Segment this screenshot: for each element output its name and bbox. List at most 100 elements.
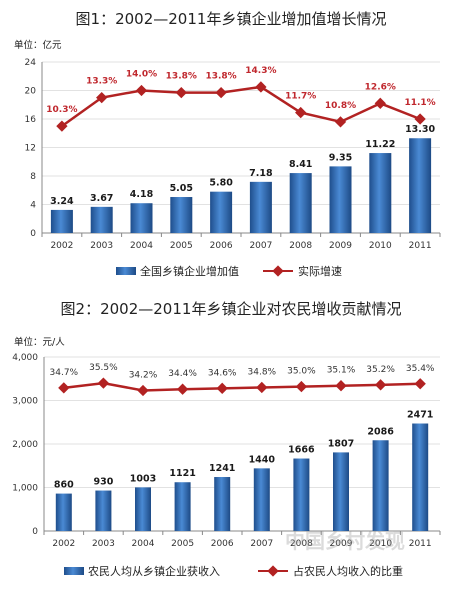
chart-1-legend: 全国乡镇企业增加值 实际增速 <box>116 264 342 278</box>
chart-1-legend-line: 实际增速 <box>298 264 342 278</box>
chart-2-bar-labels: 860 930 1003 1121 1241 1440 1666 1807 2086 2471 <box>54 410 434 491</box>
bar-data-label: 2471 <box>407 410 433 421</box>
y-tick-label: 12 <box>25 144 36 154</box>
bar <box>412 423 429 531</box>
chart-1: 图1：2002—2011年乡镇企业增加值增长情况 单位：亿元 0 4 8 12 16 20… <box>14 10 441 278</box>
bar <box>409 138 432 233</box>
legend-diamond-marker <box>267 565 279 577</box>
bar <box>369 153 392 233</box>
line-data-label: 13.8% <box>166 72 197 82</box>
legend-bar-swatch <box>64 567 84 575</box>
bar <box>329 166 352 233</box>
bar-data-label: 860 <box>54 480 74 491</box>
bar <box>130 203 153 233</box>
line-data-label: 34.7% <box>50 368 79 378</box>
line-data-label: 13.3% <box>86 77 117 87</box>
x-tick-label: 2002 <box>52 539 75 549</box>
line-point <box>335 380 347 392</box>
line-data-label: 34.6% <box>208 368 237 378</box>
y-tick-label: 4,000 <box>12 353 38 363</box>
line-point <box>295 380 308 393</box>
y-tick-label: 3,000 <box>12 397 38 407</box>
line-data-label: 34.8% <box>248 367 277 377</box>
x-tick-label: 2002 <box>50 241 73 251</box>
x-tick-label: 2007 <box>249 241 272 251</box>
chart-2-x-ticks: 2002 2003 2004 2005 2006 2007 2008 2009 2010 2011 <box>43 531 441 549</box>
line-data-label: 34.2% <box>129 370 158 380</box>
bar-data-label: 9.35 <box>329 152 352 163</box>
legend-bar-swatch <box>116 267 136 275</box>
x-tick-label: 2003 <box>90 241 113 251</box>
chart-2-legend-line: 占农民人均收入的比重 <box>293 564 403 578</box>
x-tick-label: 2006 <box>211 539 234 549</box>
chart-1-bar-labels: 3.24 3.67 4.18 5.05 5.80 7.18 8.41 9.35 11.22 13.… <box>50 124 435 207</box>
y-tick-label: 1,000 <box>12 484 38 494</box>
bar-data-label: 2086 <box>367 426 394 437</box>
bar-data-label: 1807 <box>328 438 354 449</box>
line-data-label: 13.8% <box>205 72 236 82</box>
x-tick-label: 2005 <box>171 539 194 549</box>
y-tick-label: 24 <box>25 58 37 68</box>
line-point <box>334 116 347 128</box>
bar <box>170 197 193 233</box>
bar-data-label: 13.30 <box>405 124 435 135</box>
line-data-label: 35.1% <box>327 366 356 376</box>
bar-data-label: 3.24 <box>50 196 74 207</box>
x-tick-label: 2009 <box>330 539 353 549</box>
bar <box>333 452 349 531</box>
chart-1-x-ticks: 2002 2003 2004 2005 2006 2007 2008 2009 2010 2011 <box>41 233 441 251</box>
bar-data-label: 1666 <box>288 445 315 456</box>
chart-1-legend-bar: 全国乡镇企业增加值 <box>140 264 239 278</box>
x-tick-label: 2008 <box>290 539 313 549</box>
bar <box>293 458 310 531</box>
line-data-label: 14.3% <box>245 66 276 76</box>
x-tick-label: 2005 <box>170 241 193 251</box>
y-tick-label: 2,000 <box>12 440 38 450</box>
legend-diamond-marker <box>272 265 284 277</box>
line-data-label: 35.2% <box>366 365 395 375</box>
chart-1-unit: 单位：亿元 <box>14 39 62 51</box>
line-point <box>97 377 110 389</box>
bar-data-label: 7.18 <box>249 168 273 179</box>
bar-data-label: 8.41 <box>289 159 312 170</box>
bar-data-label: 11.22 <box>365 139 395 150</box>
bar <box>253 468 270 531</box>
bar-data-label: 930 <box>93 477 113 488</box>
bar-data-label: 3.67 <box>90 193 113 204</box>
line-data-label: 10.3% <box>46 105 77 115</box>
line-point <box>175 86 187 99</box>
x-tick-label: 2009 <box>329 241 352 251</box>
x-tick-label: 2003 <box>92 539 115 549</box>
bar <box>174 482 191 531</box>
chart-1-line-labels: 10.3% 13.3% 14.0% 13.8% 13.8% 14.3% 11.7% 10.8%… <box>46 66 435 115</box>
chart-2-bars <box>55 423 429 531</box>
bar-data-label: 1241 <box>209 463 235 474</box>
chart-2-title: 图2：2002—2011年乡镇企业对农民增收贡献情况 <box>61 300 402 318</box>
bar <box>249 181 272 233</box>
line-data-label: 34.4% <box>168 369 197 379</box>
line-data-label: 10.8% <box>325 101 356 111</box>
x-tick-label: 2004 <box>132 539 155 549</box>
line-point <box>58 382 70 394</box>
bar <box>214 477 231 531</box>
bar <box>210 191 233 233</box>
x-tick-label: 2011 <box>409 539 432 549</box>
x-tick-label: 2006 <box>210 241 233 251</box>
chart-1-y-ticks: 0 4 8 12 16 20 24 <box>25 58 37 239</box>
x-tick-label: 2007 <box>250 539 273 549</box>
line-point <box>135 84 148 97</box>
y-tick-label: 0 <box>32 527 38 537</box>
chart-2-line <box>58 377 426 397</box>
bar-data-label: 5.05 <box>170 183 193 194</box>
x-tick-label: 2004 <box>130 241 153 251</box>
line-data-label: 11.7% <box>285 92 316 102</box>
x-tick-label: 2010 <box>369 241 392 251</box>
line-point <box>137 384 149 397</box>
chart-1-title: 图1：2002—2011年乡镇企业增加值增长情况 <box>76 10 387 28</box>
line-data-label: 35.5% <box>89 363 118 373</box>
bar-data-label: 4.18 <box>130 189 154 200</box>
chart-2-unit: 单位：元/人 <box>14 336 65 348</box>
line-data-label: 11.1% <box>404 98 435 108</box>
line-point <box>215 86 227 99</box>
y-tick-label: 16 <box>25 115 37 125</box>
